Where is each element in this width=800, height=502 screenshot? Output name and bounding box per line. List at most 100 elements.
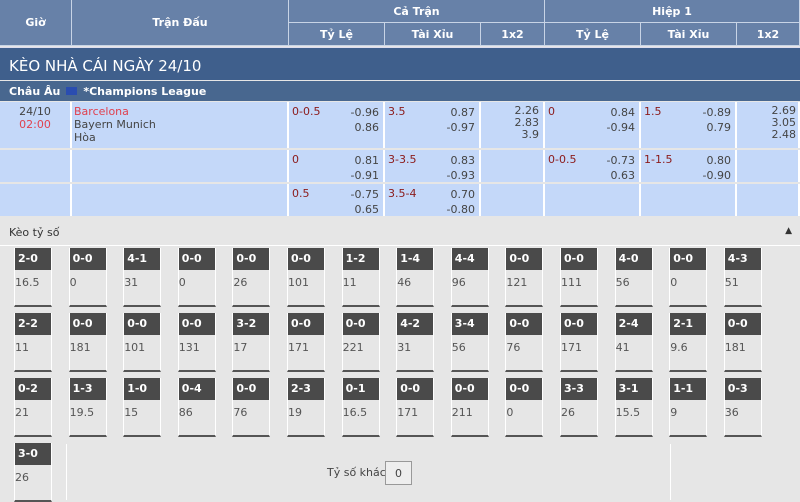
score-card[interactable]: 4-3 51 bbox=[723, 248, 762, 307]
score-odds: 221 bbox=[342, 341, 364, 354]
score-card[interactable]: 0-0 181 bbox=[68, 313, 107, 372]
ft-over-under-odd[interactable]: -0.93 bbox=[446, 169, 475, 182]
score-card[interactable]: 0-0 111 bbox=[560, 248, 598, 307]
score-card[interactable]: 3-0 26 bbox=[14, 443, 52, 502]
score-card[interactable]: 0-0 0 bbox=[505, 378, 544, 437]
score-card[interactable]: 0-0 76 bbox=[505, 313, 544, 372]
score-card[interactable]: 0-2 21 bbox=[14, 378, 52, 437]
h1-handicap-odd[interactable]: 0.84 bbox=[610, 106, 636, 119]
ft-handicap-odds[interactable]: 0.81 -0.91 bbox=[351, 153, 379, 183]
correct-score-title: Kèo tỷ số bbox=[9, 226, 60, 239]
h1-handicap-odds[interactable]: -0.73 0.63 bbox=[607, 153, 635, 183]
score-card[interactable]: 1-2 11 bbox=[341, 248, 380, 307]
ft-handicap-odd[interactable]: -0.91 bbox=[350, 169, 379, 182]
h1-over-under-odds[interactable]: -0.89 0.79 bbox=[703, 105, 731, 135]
score-card[interactable]: 4-2 31 bbox=[396, 313, 435, 372]
score-card[interactable]: 3-1 15.5 bbox=[614, 378, 653, 437]
odds-cell: 0-0.5 -0.73 0.63 bbox=[545, 150, 641, 182]
score-label: 0-0 bbox=[69, 313, 106, 335]
score-card[interactable]: 0-0 211 bbox=[450, 378, 489, 437]
score-card[interactable]: 0-0 101 bbox=[123, 313, 162, 372]
score-odds: 56 bbox=[615, 276, 630, 289]
h1-handicap-odds[interactable]: 0.84 -0.94 bbox=[607, 105, 635, 135]
score-card[interactable]: 4-4 96 bbox=[450, 248, 489, 307]
correct-score-header[interactable]: Kèo tỷ số ▲ bbox=[0, 218, 800, 246]
ft-over-under-odd[interactable]: -0.97 bbox=[446, 121, 475, 134]
h1-over-under-odds[interactable]: 0.80 -0.90 bbox=[703, 153, 731, 183]
score-card[interactable]: 3-4 56 bbox=[450, 313, 489, 372]
h1-handicap-odd[interactable]: 0.63 bbox=[610, 169, 636, 182]
score-card[interactable]: 1-0 15 bbox=[123, 378, 162, 437]
ft-1x2-odd[interactable]: 3.9 bbox=[521, 128, 540, 141]
score-card[interactable]: 0-0 0 bbox=[68, 248, 107, 307]
h1-over-under-odd[interactable]: 0.80 bbox=[706, 154, 732, 167]
score-card[interactable]: 2-0 16.5 bbox=[14, 248, 52, 307]
h1-over-under-odd[interactable]: -0.89 bbox=[702, 106, 731, 119]
score-card[interactable]: 0-3 36 bbox=[723, 378, 762, 437]
score-card[interactable]: 1-4 46 bbox=[396, 248, 435, 307]
score-label: 0-0 bbox=[233, 248, 270, 270]
score-card[interactable]: 0-1 16.5 bbox=[341, 378, 380, 437]
ft-over-under-odd[interactable]: 0.83 bbox=[450, 154, 476, 167]
score-card[interactable]: 2-4 41 bbox=[614, 313, 653, 372]
odds-cell: 0 0.84 -0.94 bbox=[545, 102, 641, 148]
h1-1x2-odd[interactable]: 2.48 bbox=[771, 128, 797, 141]
score-card[interactable]: 1-1 9 bbox=[669, 378, 708, 437]
odds-cell: 3-3.5 0.83 -0.93 bbox=[385, 150, 481, 182]
h1-handicap-odd[interactable]: -0.73 bbox=[606, 154, 635, 167]
ft-over-under-odds[interactable]: 0.87 -0.97 bbox=[447, 105, 475, 135]
h1-1x2-odd[interactable]: 2.69 bbox=[771, 104, 797, 117]
score-card[interactable]: 0-0 221 bbox=[341, 313, 380, 372]
h1-handicap-odd[interactable]: -0.94 bbox=[606, 121, 635, 134]
ft-handicap-odd[interactable]: -0.75 bbox=[350, 188, 379, 201]
ft-1x2-odd[interactable]: 2.83 bbox=[514, 116, 540, 129]
score-card[interactable]: 0-0 101 bbox=[287, 248, 325, 307]
score-odds: 9 bbox=[670, 406, 678, 419]
score-label: 0-0 bbox=[69, 248, 106, 270]
home-team[interactable]: Barcelona bbox=[74, 105, 129, 118]
ft-1x2-odds[interactable]: 2.26 2.83 3.9 bbox=[515, 105, 540, 141]
ft-handicap-odd[interactable]: 0.81 bbox=[354, 154, 380, 167]
ft-over-under-odds[interactable]: 0.70 -0.80 bbox=[447, 187, 475, 217]
score-card[interactable]: 0-0 131 bbox=[177, 313, 216, 372]
ft-over-under-odds[interactable]: 0.83 -0.93 bbox=[447, 153, 475, 183]
header-ca-tran: Cả Trận bbox=[289, 0, 545, 23]
h1-over-under-odd[interactable]: -0.90 bbox=[702, 169, 731, 182]
ft-handicap-odd[interactable]: 0.65 bbox=[354, 203, 380, 216]
h1-over-under-odd[interactable]: 0.79 bbox=[706, 121, 732, 134]
h1-1x2-odd[interactable]: 3.05 bbox=[771, 116, 797, 129]
score-card[interactable]: 3-3 26 bbox=[560, 378, 598, 437]
other-score-value[interactable]: 0 bbox=[385, 461, 412, 485]
score-card[interactable]: 4-1 31 bbox=[123, 248, 162, 307]
score-card[interactable]: 2-1 9.6 bbox=[669, 313, 708, 372]
ft-handicap-odd[interactable]: -0.96 bbox=[350, 106, 379, 119]
collapse-arrow-icon[interactable]: ▲ bbox=[785, 226, 792, 236]
score-card[interactable]: 0-0 76 bbox=[232, 378, 271, 437]
score-card[interactable]: 0-0 171 bbox=[287, 313, 325, 372]
score-card[interactable]: 0-4 86 bbox=[177, 378, 216, 437]
score-card[interactable]: 0-0 0 bbox=[177, 248, 216, 307]
ft-over-under-odd[interactable]: -0.80 bbox=[446, 203, 475, 216]
h1-1x2-odds[interactable]: 2.69 3.05 2.48 bbox=[772, 105, 797, 141]
ft-over-under-odd[interactable]: 0.70 bbox=[450, 188, 476, 201]
ft-handicap-odds[interactable]: -0.75 0.65 bbox=[351, 187, 379, 217]
score-card[interactable]: 2-3 19 bbox=[287, 378, 325, 437]
score-card[interactable]: 0-0 26 bbox=[232, 248, 271, 307]
score-card[interactable]: 2-2 11 bbox=[14, 313, 52, 372]
score-card[interactable]: 0-0 181 bbox=[723, 313, 762, 372]
league-bar[interactable]: Châu Âu *Champions League bbox=[0, 81, 800, 101]
score-card[interactable]: 0-0 121 bbox=[505, 248, 544, 307]
score-card[interactable]: 0-0 0 bbox=[669, 248, 708, 307]
score-card[interactable]: 3-2 17 bbox=[232, 313, 271, 372]
score-label: 0-0 bbox=[506, 378, 543, 400]
ft-1x2-odd[interactable]: 2.26 bbox=[514, 104, 540, 117]
ft-over-under-odd[interactable]: 0.87 bbox=[450, 106, 476, 119]
ft-handicap-odd[interactable]: 0.86 bbox=[354, 121, 380, 134]
score-card[interactable]: 4-0 56 bbox=[614, 248, 653, 307]
score-card[interactable]: 1-3 19.5 bbox=[68, 378, 107, 437]
away-team[interactable]: Bayern Munich bbox=[74, 118, 156, 131]
score-card[interactable]: 0-0 171 bbox=[396, 378, 435, 437]
ft-handicap-odds[interactable]: -0.96 0.86 bbox=[351, 105, 379, 135]
score-card[interactable]: 0-0 171 bbox=[560, 313, 598, 372]
odds-cell: 0-0.5 -0.96 0.86 bbox=[289, 102, 385, 148]
